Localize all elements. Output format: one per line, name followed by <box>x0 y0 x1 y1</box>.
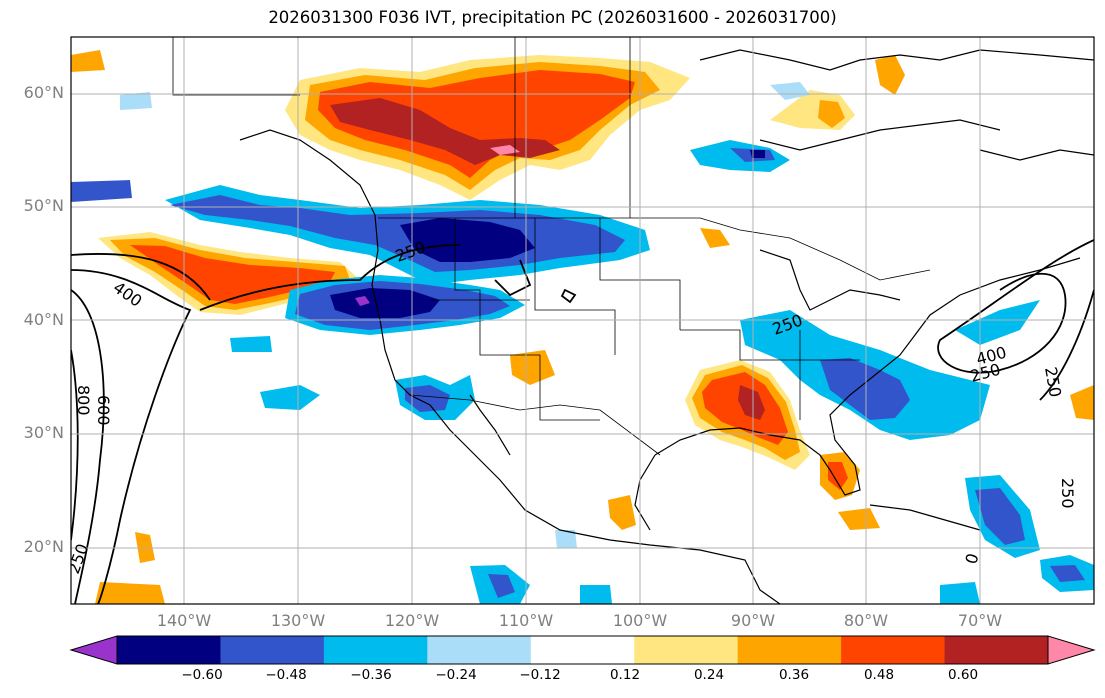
colorbar-extend-high <box>1047 635 1096 665</box>
colorbar-tick: −0.24 <box>435 667 477 683</box>
lon-label-130w: 130°W <box>270 611 326 630</box>
positive-anomaly-gulf <box>71 50 1094 604</box>
colorbar-tick: 0.12 <box>609 667 641 683</box>
lat-label-40n: 40°N <box>23 310 64 329</box>
coastlines <box>239 49 1094 604</box>
lon-label-70w: 70°W <box>957 611 1003 630</box>
lon-label-80w: 80°W <box>843 611 889 630</box>
lat-label-20n: 20°N <box>23 537 64 556</box>
lon-label-90w: 90°W <box>730 611 776 630</box>
colorbar-tick: 0.24 <box>693 667 725 683</box>
colorbar-swatch <box>841 636 946 664</box>
colorbar-swatch <box>220 636 325 664</box>
contour-label: 800 <box>74 385 93 416</box>
colorbar-tick: 0.48 <box>863 667 895 683</box>
map-area: 250 400 800 600 250 250 400 250 250 250 … <box>71 37 1094 604</box>
lat-label-30n: 30°N <box>23 423 64 442</box>
colorbar-tick: −0.60 <box>181 667 223 683</box>
map-frame <box>70 36 1095 605</box>
colorbar-swatch <box>944 636 1049 664</box>
colorbar-tick: −0.36 <box>350 667 392 683</box>
lon-label-100w: 100°W <box>612 611 668 630</box>
lon-label-110w: 110°W <box>498 611 554 630</box>
colorbar-swatch <box>323 636 428 664</box>
lon-label-120w: 120°W <box>384 611 440 630</box>
colorbar-tick: 0.60 <box>947 667 979 683</box>
lat-label-50n: 50°N <box>23 196 64 215</box>
ivt-contours <box>71 239 1094 604</box>
colorbar <box>69 635 1096 665</box>
contour-label: 250 <box>1058 478 1077 509</box>
colorbar-swatch <box>427 636 532 664</box>
colorbar-swatch <box>737 636 842 664</box>
colorbar-tick: −0.12 <box>519 667 561 683</box>
lon-label-140w: 140°W <box>156 611 212 630</box>
contour-label: 0 <box>962 551 983 566</box>
map-title: 2026031300 F036 IVT, precipitation PC (2… <box>268 8 837 27</box>
graticule <box>71 37 1094 604</box>
lat-label-60n: 60°N <box>23 83 64 102</box>
colorbar-tick: 0.36 <box>778 667 810 683</box>
colorbar-frame <box>116 635 1049 665</box>
contour-label: 600 <box>94 395 113 426</box>
colorbar-swatch <box>634 636 739 664</box>
colorbar-swatch <box>530 636 635 664</box>
colorbar-swatches <box>117 636 1049 664</box>
colorbar-tick: −0.48 <box>265 667 307 683</box>
colorbar-swatch <box>117 636 221 664</box>
colorbar-extend-low <box>69 635 118 665</box>
negative-anomaly-southeast <box>71 82 1094 604</box>
borders <box>172 37 931 456</box>
